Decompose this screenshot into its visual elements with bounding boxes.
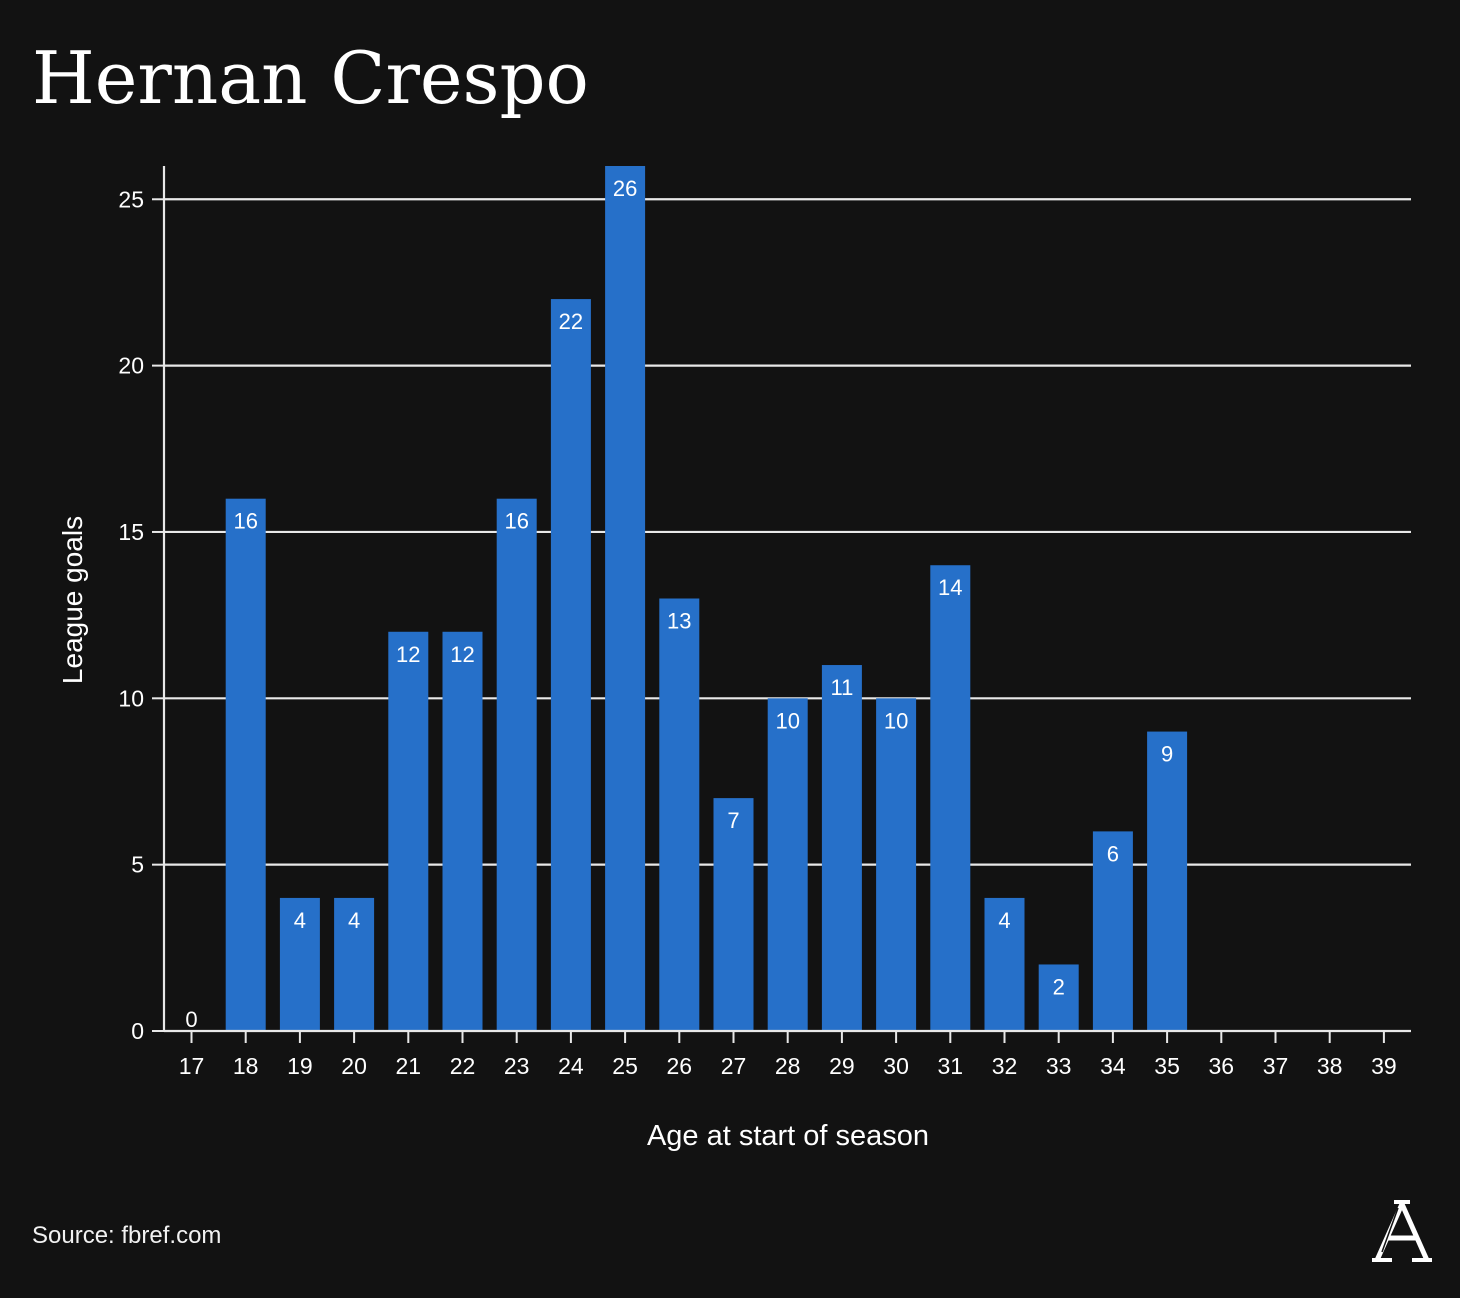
bar xyxy=(659,598,700,1031)
x-tick-label: 34 xyxy=(1100,1053,1126,1079)
x-tick-label: 30 xyxy=(883,1053,909,1079)
x-tick-label: 33 xyxy=(1046,1053,1072,1079)
bar xyxy=(1038,964,1079,1031)
bar xyxy=(713,798,754,1031)
y-axis-title: League goals xyxy=(57,516,88,684)
bar xyxy=(496,498,537,1031)
x-tick-label: 31 xyxy=(938,1053,964,1079)
x-tick-label: 20 xyxy=(341,1053,367,1079)
bar xyxy=(225,498,266,1031)
x-tick-label: 36 xyxy=(1209,1053,1235,1079)
bar xyxy=(930,565,971,1031)
data-label: 10 xyxy=(775,708,799,733)
data-label: 0 xyxy=(185,1007,197,1032)
y-tick-label: 25 xyxy=(118,186,144,212)
data-label: 4 xyxy=(348,908,360,933)
data-label: 22 xyxy=(559,309,583,334)
x-tick-label: 39 xyxy=(1371,1053,1397,1079)
data-label: 2 xyxy=(1053,974,1065,999)
x-tick-label: 18 xyxy=(233,1053,259,1079)
bar xyxy=(1147,731,1188,1031)
data-label: 12 xyxy=(450,642,474,667)
bar xyxy=(767,698,808,1031)
x-tick-label: 35 xyxy=(1154,1053,1180,1079)
x-tick-label: 37 xyxy=(1263,1053,1289,1079)
x-tick-label: 24 xyxy=(558,1053,584,1079)
data-label: 16 xyxy=(233,509,257,534)
source-note: Source: fbref.com xyxy=(32,1222,222,1249)
y-tick-label: 0 xyxy=(131,1018,144,1044)
chart-title: Hernan Crespo xyxy=(32,36,589,120)
bar xyxy=(1092,831,1133,1031)
data-label: 16 xyxy=(504,509,528,534)
data-label: 26 xyxy=(613,176,637,201)
x-tick-label: 22 xyxy=(450,1053,476,1079)
bars xyxy=(225,166,1188,1032)
bar xyxy=(442,631,483,1031)
bar xyxy=(984,897,1025,1031)
data-label: 6 xyxy=(1107,841,1119,866)
data-label: 4 xyxy=(998,908,1010,933)
data-label: 7 xyxy=(727,808,739,833)
data-label: 12 xyxy=(396,642,420,667)
bar xyxy=(550,299,591,1032)
x-tick-label: 25 xyxy=(612,1053,638,1079)
x-tick-label: 17 xyxy=(179,1053,205,1079)
x-tick-label: 27 xyxy=(721,1053,747,1079)
x-tick-label: 21 xyxy=(396,1053,422,1079)
bar xyxy=(279,897,320,1031)
x-tick-label: 29 xyxy=(829,1053,855,1079)
x-tick-label: 28 xyxy=(775,1053,801,1079)
x-tick-label: 38 xyxy=(1317,1053,1343,1079)
data-label: 13 xyxy=(667,609,691,634)
y-tick-label: 20 xyxy=(118,353,144,379)
data-label: 9 xyxy=(1161,742,1173,767)
bar xyxy=(334,897,375,1031)
x-tick-label: 32 xyxy=(992,1053,1018,1079)
bar xyxy=(388,631,429,1031)
x-tick-label: 26 xyxy=(667,1053,693,1079)
bar xyxy=(821,665,862,1031)
data-label: 14 xyxy=(938,575,962,600)
bar xyxy=(876,698,917,1031)
data-label: 11 xyxy=(830,675,853,700)
data-label: 10 xyxy=(884,708,908,733)
x-tick-label: 19 xyxy=(287,1053,313,1079)
x-tick-label: 23 xyxy=(504,1053,530,1079)
athletic-logo-icon xyxy=(1372,1200,1432,1262)
y-tick-label: 5 xyxy=(131,852,144,878)
y-tick-label: 10 xyxy=(118,685,144,711)
bar xyxy=(605,166,646,1031)
y-tick-label: 15 xyxy=(118,519,144,545)
data-label: 4 xyxy=(294,908,306,933)
x-axis-title: Age at start of season xyxy=(647,1120,929,1152)
